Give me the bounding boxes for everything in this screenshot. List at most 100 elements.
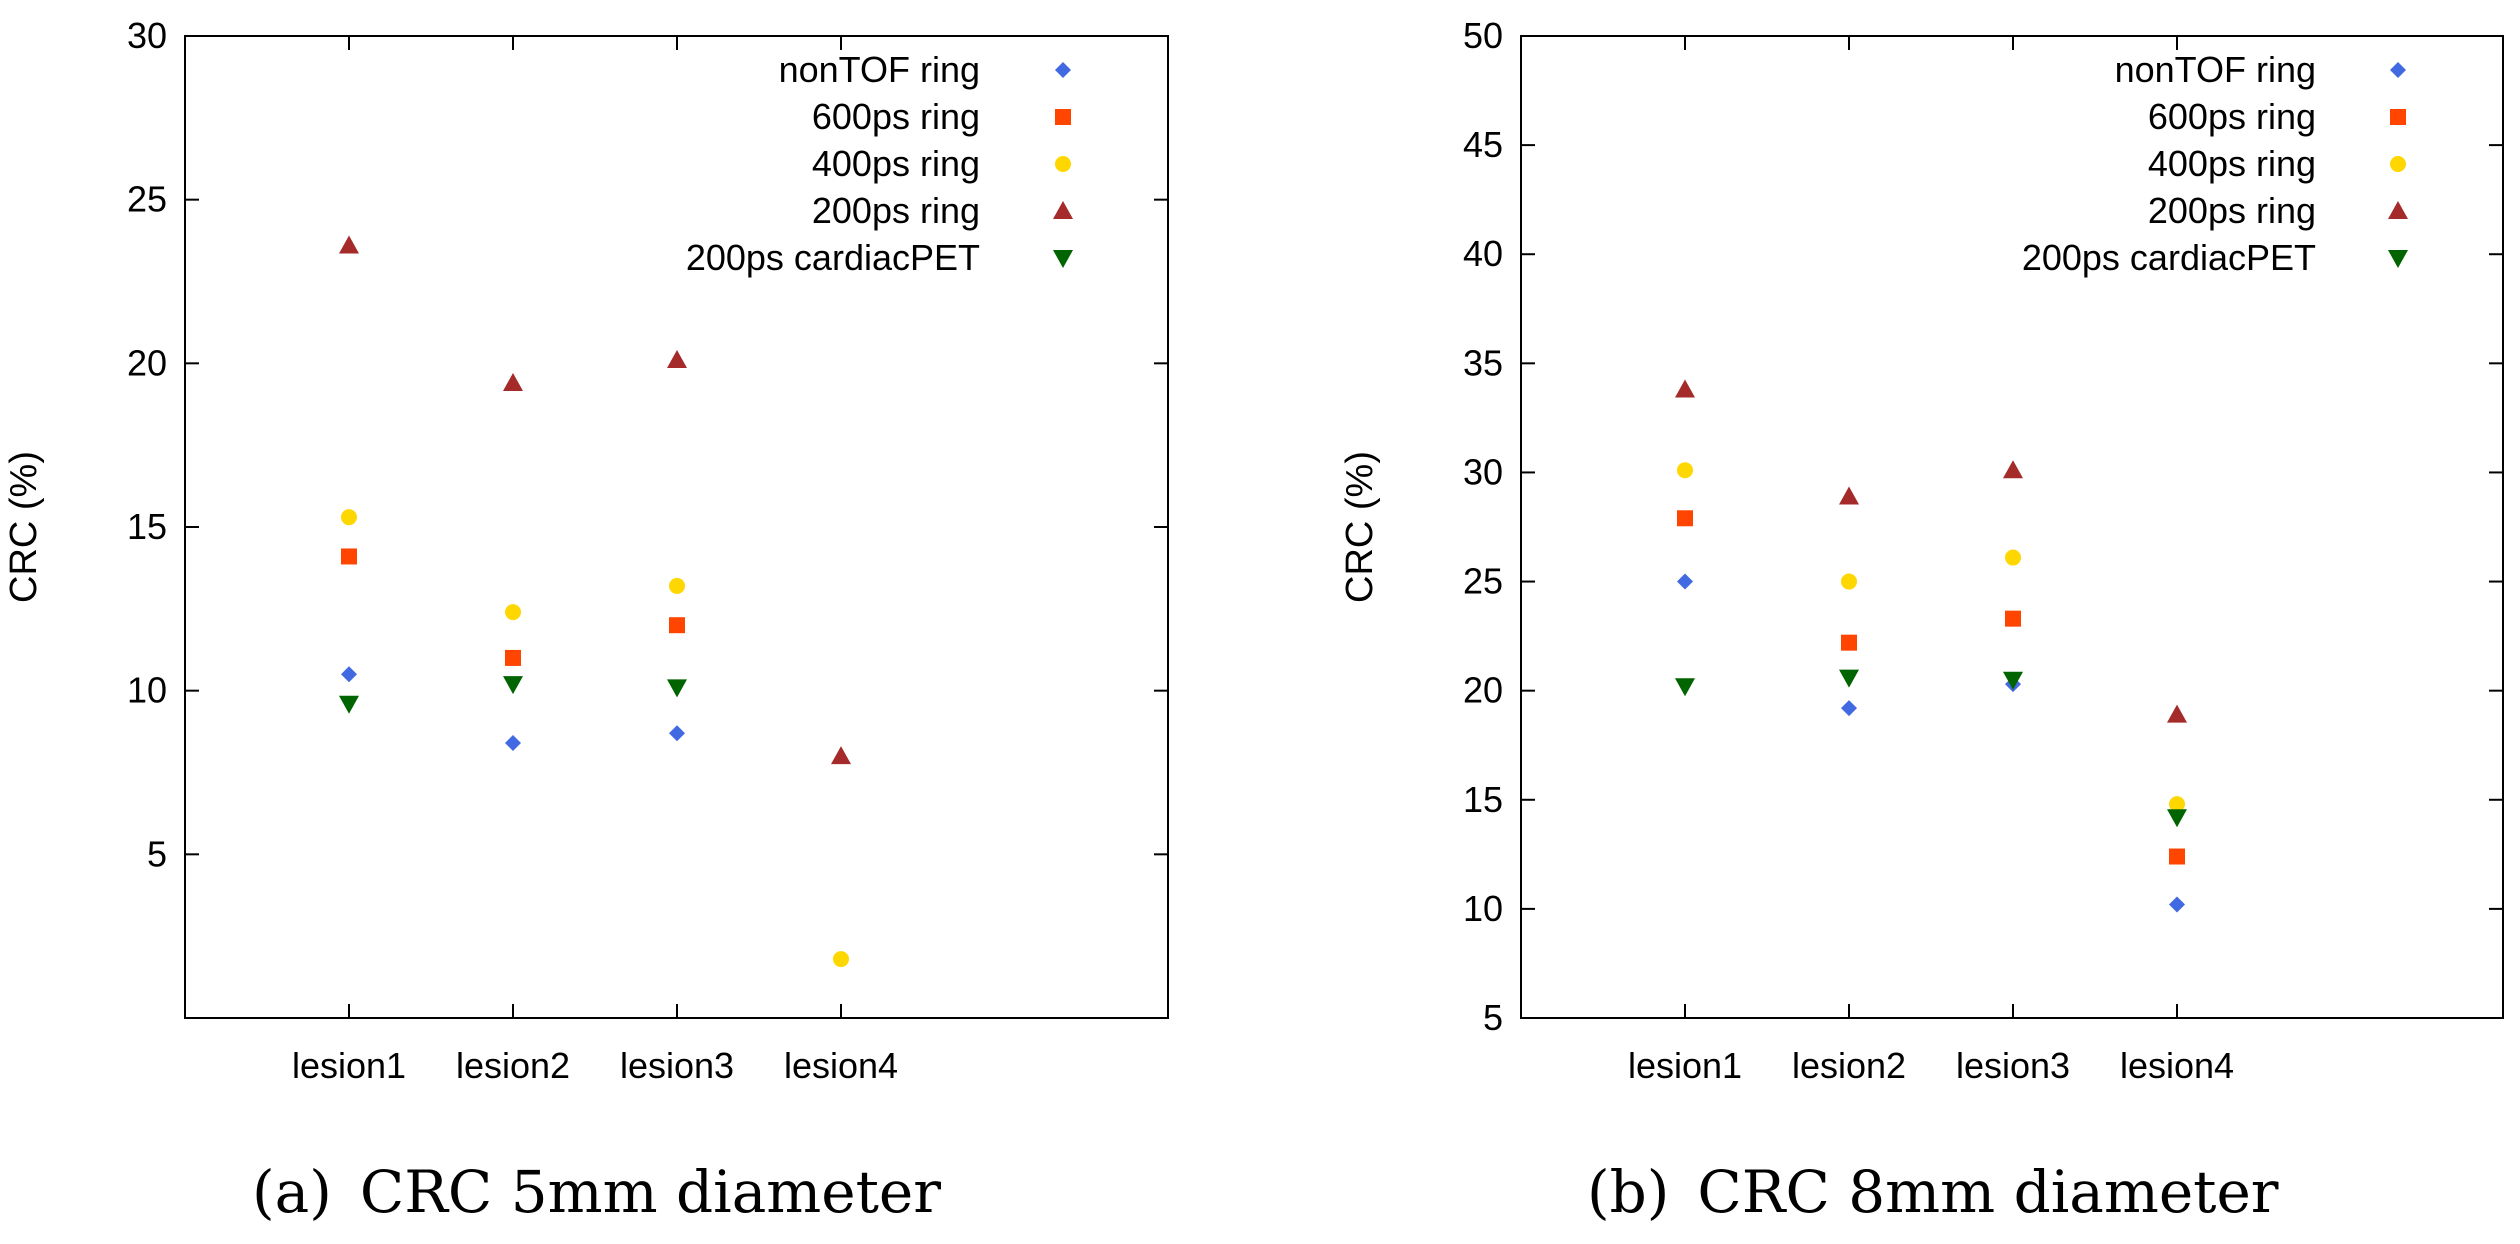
point-200ps-cardiacpet-lesion2 <box>1839 669 1859 688</box>
caption: (b) CRC 8mm diameter <box>1587 1158 2279 1226</box>
caption-label: (a) <box>252 1158 332 1226</box>
point-nontof-ring-lesion1 <box>1677 573 1693 590</box>
legend-marker-200ps-ring <box>1053 201 1073 219</box>
series-600ps-ring <box>341 548 685 666</box>
point-200ps-ring-lesion2 <box>1839 486 1859 505</box>
point-600ps-ring-lesion3 <box>669 617 685 634</box>
plot-frame <box>1520 35 2504 1019</box>
point-400ps-ring-lesion2 <box>1841 573 1857 590</box>
y-tick-label: 10 <box>127 670 167 711</box>
series-200ps-cardiacpet <box>339 676 687 714</box>
x-tick-label-lesion2: lesion2 <box>1792 1045 1906 1086</box>
legend-label-nontof-ring: nonTOF ring <box>779 49 980 90</box>
legend-label-400ps-ring: 400ps ring <box>2148 143 2316 184</box>
x-tick-label-lesion1: lesion1 <box>292 1045 406 1086</box>
legend-label-400ps-ring: 400ps ring <box>812 143 980 184</box>
caption-text: CRC 8mm diameter <box>1697 1158 2278 1226</box>
y-tick-label: 30 <box>127 15 167 56</box>
legend-marker-400ps-ring <box>2390 156 2406 172</box>
point-400ps-ring-lesion1 <box>1677 462 1693 479</box>
y-tick-label: 20 <box>127 342 167 383</box>
y-tick-label: 25 <box>1463 561 1503 602</box>
x-tick-label-lesion2: lesion2 <box>456 1045 570 1086</box>
series-400ps-ring <box>1677 462 2185 813</box>
legend-marker-200ps-cardiacpet <box>1053 250 1073 268</box>
y-tick-label: 50 <box>1463 15 1503 56</box>
point-400ps-ring-lesion3 <box>669 577 685 594</box>
point-nontof-ring-lesion2 <box>1841 700 1857 717</box>
point-nontof-ring-lesion3 <box>669 725 685 742</box>
caption-label: (b) <box>1587 1158 1669 1226</box>
legend-marker-200ps-ring <box>2388 201 2408 219</box>
legend-label-600ps-ring: 600ps ring <box>812 96 980 137</box>
legend-label-nontof-ring: nonTOF ring <box>2115 49 2316 90</box>
x-tick-label-lesion4: lesion4 <box>784 1045 898 1086</box>
point-200ps-cardiacpet-lesion4 <box>2167 809 2187 828</box>
series-nontof-ring <box>1677 573 2185 913</box>
series-400ps-ring <box>341 509 849 968</box>
x-tick-label-lesion4: lesion4 <box>2120 1045 2234 1086</box>
point-600ps-ring-lesion2 <box>1841 634 1857 651</box>
series-200ps-ring <box>339 235 851 765</box>
point-200ps-ring-lesion4 <box>831 746 851 765</box>
legend-marker-600ps-ring <box>2390 109 2406 125</box>
point-400ps-ring-lesion4 <box>2169 796 2185 813</box>
point-200ps-ring-lesion2 <box>503 372 523 391</box>
point-400ps-ring-lesion2 <box>505 604 521 621</box>
point-200ps-ring-lesion4 <box>2167 704 2187 723</box>
point-400ps-ring-lesion3 <box>2005 549 2021 566</box>
legend-marker-200ps-cardiacpet <box>2388 250 2408 268</box>
point-200ps-ring-lesion3 <box>2003 460 2023 479</box>
point-nontof-ring-lesion4 <box>2169 896 2185 913</box>
point-400ps-ring-lesion4 <box>833 951 849 968</box>
point-200ps-ring-lesion3 <box>667 350 687 369</box>
legend-marker-400ps-ring <box>1055 156 1071 172</box>
point-200ps-cardiacpet-lesion3 <box>667 679 687 698</box>
point-400ps-ring-lesion1 <box>341 509 357 526</box>
y-tick-label: 25 <box>127 179 167 220</box>
y-tick-label: 15 <box>127 506 167 547</box>
y-tick-label: 10 <box>1463 888 1503 929</box>
y-axis-title: CRC (%) <box>3 451 45 603</box>
caption-text: CRC 5mm diameter <box>360 1158 941 1226</box>
x-tick-label-lesion1: lesion1 <box>1628 1045 1742 1086</box>
series-nontof-ring <box>341 666 685 752</box>
point-600ps-ring-lesion4 <box>2169 848 2185 865</box>
y-tick-label: 15 <box>1463 779 1503 820</box>
legend-label-200ps-ring: 200ps ring <box>2148 190 2316 231</box>
y-tick-label: 45 <box>1463 124 1503 165</box>
chart-crc-8mm: 5 10 15 20 25 30 35 40 45 50 lesion1 lesion2 lesion3… <box>1339 15 2504 1226</box>
point-nontof-ring-lesion1 <box>341 666 357 683</box>
legend: nonTOF ring 600ps ring 400ps ring 200ps rin… <box>2022 49 2408 278</box>
legend-marker-nontof-ring <box>1055 62 1071 78</box>
x-tick-label-lesion3: lesion3 <box>620 1045 734 1086</box>
point-600ps-ring-lesion2 <box>505 649 521 666</box>
point-200ps-ring-lesion1 <box>1675 379 1695 398</box>
chart-crc-5mm: 5 10 15 20 25 30 lesion1 lesion2 lesion3 lesion4 C… <box>3 15 1169 1226</box>
series-600ps-ring <box>1677 510 2185 865</box>
point-600ps-ring-lesion1 <box>1677 510 1693 527</box>
legend-label-200ps-ring: 200ps ring <box>812 190 980 231</box>
legend-label-600ps-ring: 600ps ring <box>2148 96 2316 137</box>
legend-label-200ps-cardiacpet: 200ps cardiacPET <box>686 237 980 278</box>
legend-marker-nontof-ring <box>2390 62 2406 78</box>
y-tick-label: 5 <box>1483 997 1503 1038</box>
point-nontof-ring-lesion2 <box>505 735 521 752</box>
y-tick-label: 20 <box>1463 670 1503 711</box>
point-200ps-cardiacpet-lesion3 <box>2003 671 2023 690</box>
point-200ps-cardiacpet-lesion1 <box>1675 678 1695 697</box>
y-tick-label: 40 <box>1463 233 1503 274</box>
point-200ps-cardiacpet-lesion1 <box>339 695 359 714</box>
caption: (a) CRC 5mm diameter <box>252 1158 941 1226</box>
legend: nonTOF ring 600ps ring 400ps ring 200ps rin… <box>686 49 1073 278</box>
y-tick-label: 30 <box>1463 451 1503 492</box>
y-tick-label: 5 <box>147 833 167 874</box>
plot-frame <box>184 35 1169 1019</box>
point-200ps-cardiacpet-lesion2 <box>503 676 523 695</box>
point-600ps-ring-lesion1 <box>341 548 357 565</box>
y-axis-title: CRC (%) <box>1339 451 1381 603</box>
point-200ps-ring-lesion1 <box>339 235 359 254</box>
point-600ps-ring-lesion3 <box>2005 610 2021 627</box>
y-tick-label: 35 <box>1463 342 1503 383</box>
